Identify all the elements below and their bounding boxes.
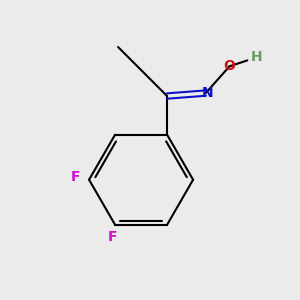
Text: F: F (107, 230, 117, 244)
Text: N: N (201, 86, 213, 100)
Text: F: F (71, 170, 80, 184)
Text: H: H (250, 50, 262, 64)
Text: O: O (224, 59, 236, 73)
